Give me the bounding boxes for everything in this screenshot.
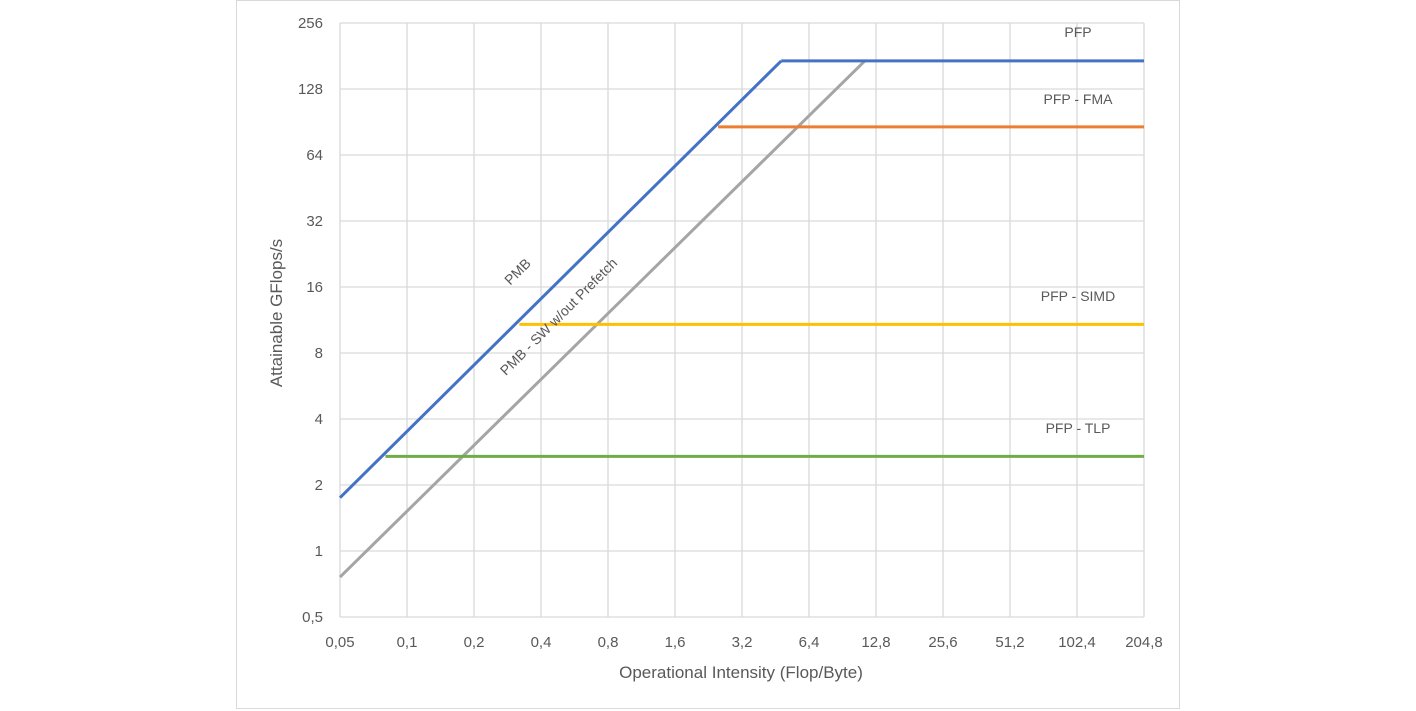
x-tick-label: 102,4 — [1058, 634, 1096, 651]
x-tick-label: 6,4 — [799, 634, 820, 651]
y-tick-label: 32 — [306, 213, 323, 230]
x-tick-label: 12,8 — [861, 634, 890, 651]
series-label-pfp-tlp: PFP - TLP — [1046, 420, 1111, 436]
x-tick-label: 0,1 — [397, 634, 418, 651]
series-lines — [338, 59, 1144, 579]
x-tick-label: 51,2 — [995, 634, 1024, 651]
chart-frame — [236, 0, 1180, 709]
x-tick-label: 3,2 — [732, 634, 753, 651]
x-tick-label: 0,8 — [598, 634, 619, 651]
y-tick-label: 256 — [298, 15, 323, 32]
grid — [339, 22, 1145, 618]
series-label-pfp: PFP — [1064, 24, 1091, 40]
series-label-pmb: PMB — [501, 255, 534, 288]
y-tick-label: 64 — [306, 147, 323, 164]
y-tick-label: 2 — [315, 477, 323, 494]
y-tick-label: 128 — [298, 81, 323, 98]
series-line-pmb-sw-w-out-prefetch — [338, 59, 866, 579]
x-tick-labels: 0,05 0,1 0,2 0,4 0,8 1,6 3,2 6,4 12,8 25,6 51,2 102… — [325, 634, 1162, 651]
series-label-pfp-simd: PFP - SIMD — [1041, 288, 1115, 304]
x-tick-label: 0,05 — [325, 634, 354, 651]
y-tick-label: 4 — [315, 411, 323, 428]
y-tick-label: 16 — [306, 279, 323, 296]
x-axis-title: Operational Intensity (Flop/Byte) — [619, 663, 863, 682]
y-tick-labels: 0,5 1 2 4 8 16 32 64 128 256 — [298, 15, 323, 626]
y-axis-title: Attainable GFlops/s — [267, 239, 286, 387]
x-tick-label: 1,6 — [665, 634, 686, 651]
x-tick-label: 204,8 — [1125, 634, 1163, 651]
series-label-pfp-fma: PFP - FMA — [1044, 91, 1114, 107]
y-tick-label: 0,5 — [302, 609, 323, 626]
y-tick-label: 8 — [315, 345, 323, 362]
x-tick-label: 0,2 — [464, 634, 485, 651]
y-tick-label: 1 — [315, 543, 323, 560]
x-tick-label: 0,4 — [531, 634, 552, 651]
x-tick-label: 25,6 — [928, 634, 957, 651]
series-line-pmb — [338, 59, 783, 499]
